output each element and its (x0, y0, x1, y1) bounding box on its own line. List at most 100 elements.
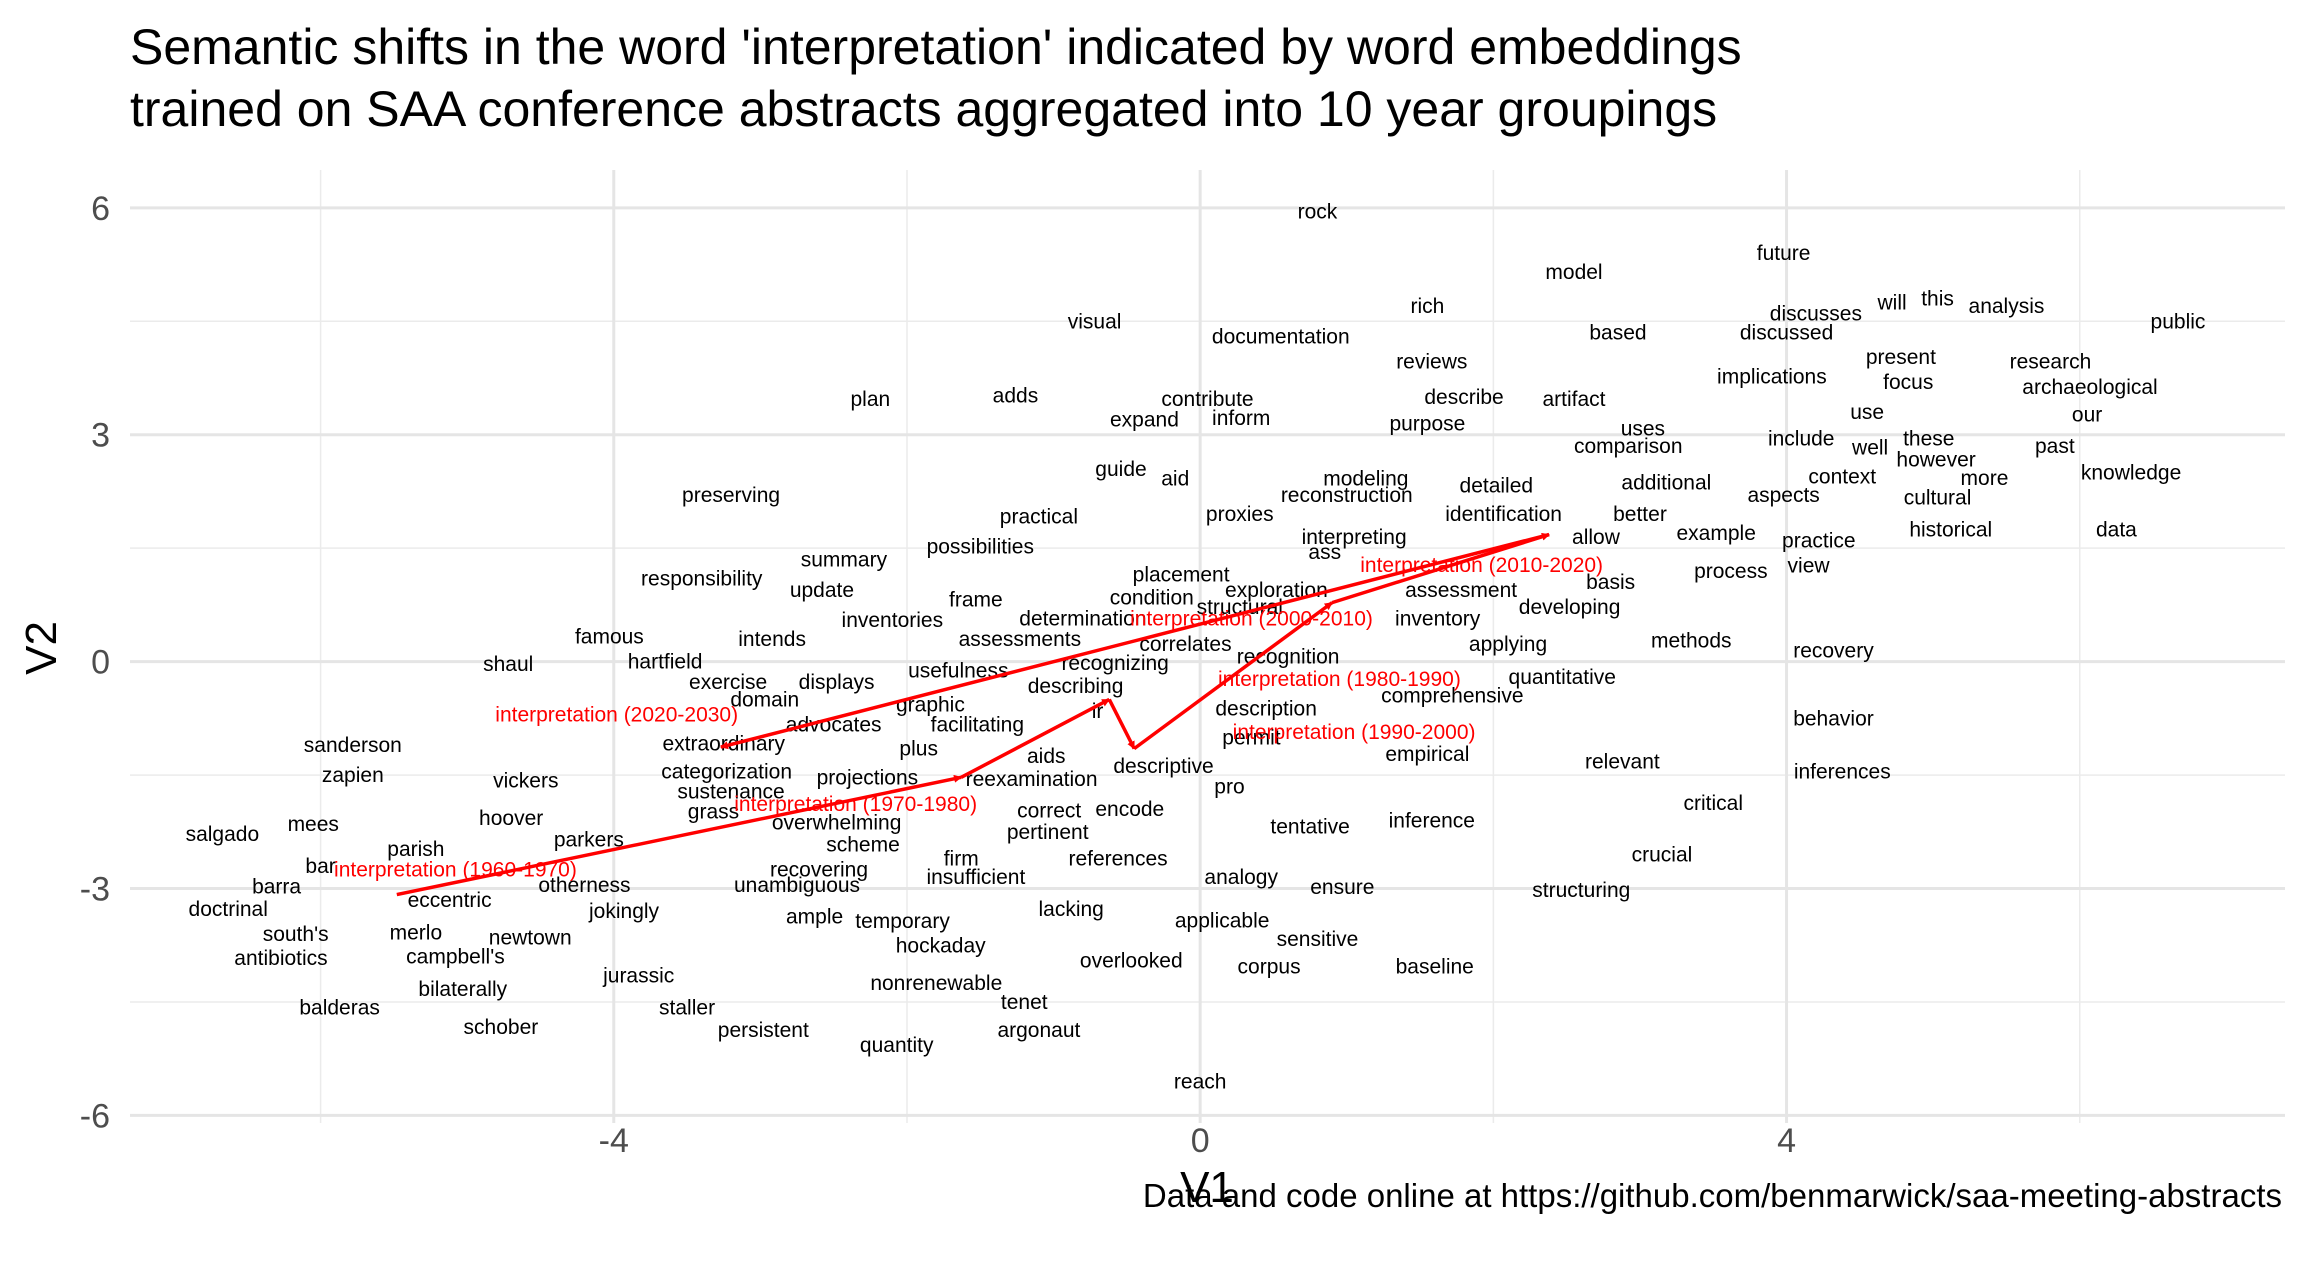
word-label: discussed (1740, 322, 1833, 345)
word-label: bilaterally (418, 978, 507, 1001)
word-label: exploration (1225, 579, 1328, 602)
word-label: historical (1909, 518, 1992, 541)
word-label: empirical (1385, 743, 1469, 766)
word-label: doctrinal (189, 898, 268, 921)
word-label: our (2072, 403, 2102, 426)
word-label: implications (1717, 365, 1827, 388)
word-label: basis (1586, 571, 1635, 594)
word-label: summary (801, 549, 888, 572)
word-label: comprehensive (1381, 685, 1523, 708)
word-label: corpus (1238, 955, 1301, 978)
word-label: overlooked (1080, 949, 1183, 972)
word-label: pro (1214, 775, 1244, 798)
word-label: example (1677, 522, 1756, 545)
word-label: relevant (1585, 750, 1660, 773)
word-label: grass (688, 800, 739, 823)
word-label: tenet (1001, 991, 1048, 1014)
word-label: data (2096, 518, 2137, 541)
word-label: well (1851, 437, 1888, 460)
word-label: displays (799, 671, 875, 694)
word-label: public (2151, 310, 2206, 333)
grid-major (130, 170, 2285, 1123)
x-tick-label: -4 (599, 1122, 629, 1160)
word-label: pertinent (1007, 821, 1089, 844)
word-label: sanderson (304, 734, 402, 757)
word-label: structuring (1532, 879, 1630, 902)
word-label: hoover (479, 807, 543, 830)
word-label: contribute (1161, 388, 1253, 411)
word-label: references (1068, 847, 1167, 870)
y-tick-label: 0 (91, 644, 110, 682)
x-axis-label: V1 (1180, 1163, 1234, 1212)
word-label: based (1589, 322, 1646, 345)
trajectory-arrow (720, 532, 1550, 750)
word-label: analysis (1969, 295, 2045, 318)
word-label: recognition (1237, 645, 1340, 668)
trajectory-label: interpretation (2000-2010) (1130, 608, 1373, 631)
word-label: firm (944, 847, 979, 870)
grid-minor (130, 170, 2285, 1123)
word-label: additional (1621, 471, 1711, 494)
word-label: newtown (489, 927, 572, 950)
word-label: overwhelming (772, 812, 902, 835)
word-label: inference (1389, 809, 1475, 832)
word-label: campbell's (406, 946, 505, 969)
word-label: focus (1883, 371, 1933, 394)
word-label: argonaut (997, 1019, 1080, 1042)
word-label: possibilities (927, 536, 1034, 559)
trajectory-arrow (396, 774, 962, 897)
trajectory-arrow (960, 697, 1111, 779)
word-label: uses (1621, 418, 1665, 441)
word-label: insufficient (926, 866, 1025, 889)
word-label: reviews (1396, 350, 1467, 373)
trajectory-label: interpretation (1980-1990) (1218, 668, 1461, 691)
word-label: practice (1782, 530, 1856, 553)
word-label: bar (305, 855, 335, 878)
word-label: process (1694, 560, 1768, 583)
word-label: hockaday (896, 934, 986, 957)
word-label: ir (1092, 700, 1104, 723)
word-label: encode (1095, 798, 1164, 821)
word-label: recovery (1793, 639, 1874, 662)
word-label: condition (1110, 586, 1194, 609)
word-label: analogy (1204, 866, 1278, 889)
word-label: description (1215, 698, 1317, 721)
word-label: scheme (826, 834, 900, 857)
word-label: aids (1027, 745, 1066, 768)
word-label: responsibility (641, 567, 763, 590)
word-label: practical (1000, 505, 1078, 528)
word-label: crucial (1632, 843, 1693, 866)
word-label: hartfield (628, 651, 703, 674)
word-label: comparison (1574, 435, 1683, 458)
y-tick-label: -3 (80, 871, 110, 909)
word-label: rich (1410, 295, 1444, 318)
word-label: lacking (1038, 898, 1103, 921)
word-label: interpreting (1302, 526, 1407, 549)
word-label: reach (1174, 1070, 1227, 1093)
word-label: artifact (1542, 388, 1605, 411)
word-label: adds (993, 384, 1039, 407)
word-label: correlates (1139, 633, 1231, 656)
word-label: archaeological (2022, 376, 2157, 399)
word-label: salgado (186, 823, 260, 846)
word-label: facilitating (931, 713, 1024, 736)
word-label: these (1903, 428, 1954, 451)
word-label: however (1896, 449, 1975, 472)
word-label: model (1545, 261, 1602, 284)
word-label: determination (1019, 608, 1146, 631)
word-label: include (1768, 428, 1835, 451)
word-label: present (1866, 346, 1936, 369)
word-label: use (1850, 401, 1884, 424)
word-label: sustenance (677, 781, 784, 804)
x-axis-ticks: -4 0 4 (599, 1122, 1796, 1160)
y-tick-label: 6 (91, 190, 110, 228)
word-label: antibiotics (234, 947, 327, 970)
word-label: documentation (1212, 325, 1350, 348)
word-label: merlo (390, 921, 443, 944)
word-label: inventories (842, 609, 944, 632)
word-label: more (1961, 467, 2009, 490)
word-label: nonrenewable (870, 972, 1002, 995)
trajectory-arrow (1107, 698, 1136, 750)
word-label: sensitive (1277, 928, 1359, 951)
